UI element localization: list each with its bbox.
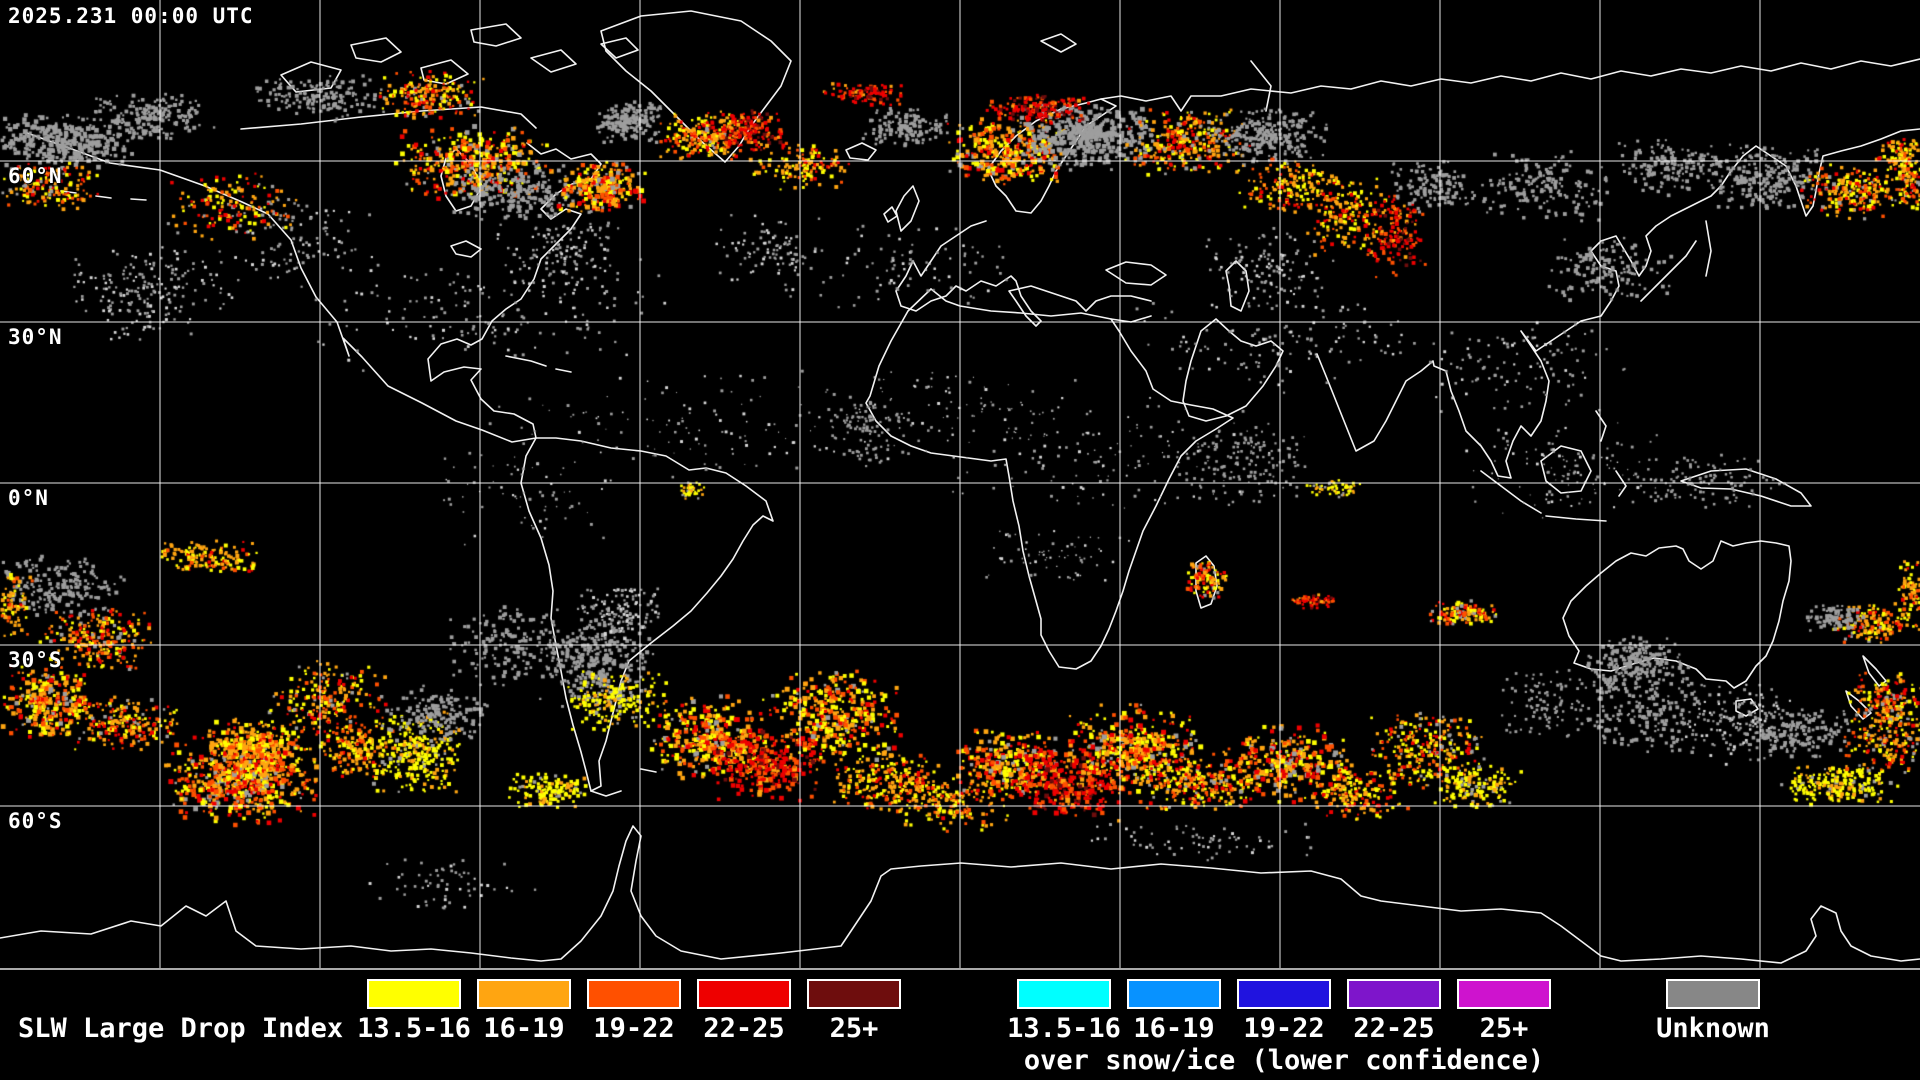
legend-swatch-snow-22-25 xyxy=(1347,979,1441,1009)
legend-swatch-snow-19-22 xyxy=(1237,979,1331,1009)
legend-swatch-snow-16-19 xyxy=(1127,979,1221,1009)
latitude-label-30s: 30°S xyxy=(8,648,63,672)
legend-swatch-unknown xyxy=(1666,979,1760,1009)
legend-range-slw-2: 19-22 xyxy=(593,1013,675,1044)
legend-range-slw-4: 25+ xyxy=(829,1013,879,1044)
timestamp-label: 2025.231 00:00 UTC xyxy=(8,4,254,28)
legend-range-snow-4: 25+ xyxy=(1479,1013,1529,1044)
legend-snow-ice-caption: over snow/ice (lower confidence) xyxy=(1023,1045,1545,1076)
legend-range-snow-0: 13.5-16 xyxy=(1007,1013,1121,1044)
latitude-label-60s: 60°S xyxy=(8,809,63,833)
latitude-label-30n: 30°N xyxy=(8,325,63,349)
legend-swatch-slw-13.5-16 xyxy=(367,979,461,1009)
map-frame-bottom xyxy=(0,968,1920,970)
legend-swatch-slw-19-22 xyxy=(587,979,681,1009)
legend-swatch-slw-16-19 xyxy=(477,979,571,1009)
legend-bar: SLW Large Drop Index 13.5-16 16-19 19-22… xyxy=(0,970,1920,1080)
legend-range-slw-3: 22-25 xyxy=(703,1013,785,1044)
slw-data-layer xyxy=(0,0,1920,970)
legend-range-slw-0: 13.5-16 xyxy=(357,1013,471,1044)
legend-label-unknown: Unknown xyxy=(1656,1013,1770,1044)
legend-range-snow-1: 16-19 xyxy=(1133,1013,1215,1044)
latitude-label-60n: 60°N xyxy=(8,164,63,188)
latitude-label-0n: 0°N xyxy=(8,486,49,510)
legend-swatch-snow-13.5-16 xyxy=(1017,979,1111,1009)
legend-swatch-slw-22-25 xyxy=(697,979,791,1009)
legend-swatch-slw-25plus xyxy=(807,979,901,1009)
legend-swatch-snow-25plus xyxy=(1457,979,1551,1009)
legend-title: SLW Large Drop Index xyxy=(18,1013,344,1044)
legend-range-slw-1: 16-19 xyxy=(483,1013,565,1044)
legend-range-snow-3: 22-25 xyxy=(1353,1013,1435,1044)
legend-range-snow-2: 19-22 xyxy=(1243,1013,1325,1044)
